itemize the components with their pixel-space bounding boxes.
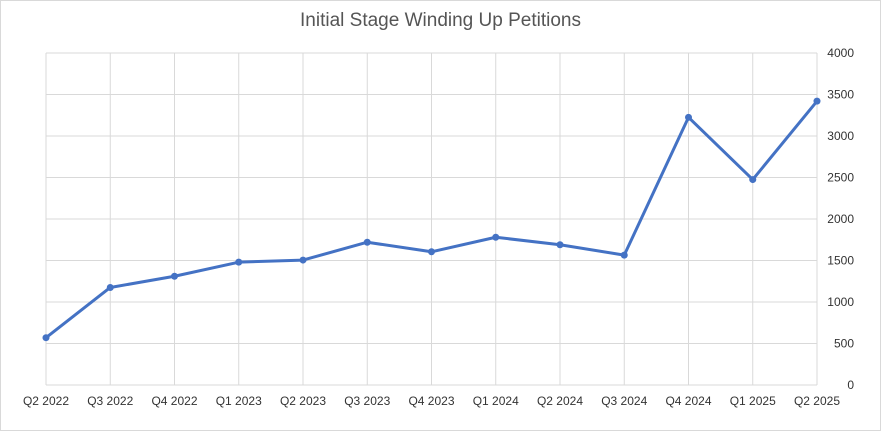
y-tick-label: 2000 (827, 212, 854, 226)
x-tick-label: Q2 2025 (794, 394, 840, 408)
y-axis-tick-labels: 0 500 1000 1500 2000 2500 3000 3500 4000 (827, 46, 854, 392)
data-point (171, 272, 178, 280)
data-point (235, 258, 243, 266)
data-point (556, 241, 564, 249)
x-tick-label: Q1 2025 (730, 394, 776, 408)
data-point (620, 251, 628, 259)
y-tick-label: 1000 (827, 295, 854, 309)
x-tick-label: Q1 2024 (473, 394, 519, 408)
data-series (42, 97, 821, 342)
data-point (363, 238, 371, 246)
x-tick-label: Q1 2023 (216, 394, 262, 408)
data-point (813, 97, 821, 105)
data-point (685, 113, 692, 121)
chart-title: Initial Stage Winding Up Petitions (300, 10, 581, 31)
x-tick-label: Q4 2024 (665, 394, 711, 408)
y-tick-label: 500 (834, 337, 854, 351)
data-point (42, 334, 50, 342)
data-point (492, 233, 500, 241)
data-point (299, 256, 307, 264)
y-tick-label: 4000 (827, 46, 854, 60)
x-tick-label: Q2 2024 (537, 394, 583, 408)
data-point (749, 176, 757, 184)
x-tick-label: Q4 2022 (151, 394, 197, 408)
y-tick-label: 1500 (827, 254, 854, 268)
y-tick-label: 3500 (827, 88, 854, 102)
x-tick-label: Q2 2022 (23, 394, 69, 408)
x-tick-label: Q4 2023 (408, 394, 454, 408)
data-point (428, 248, 435, 256)
x-tick-label: Q2 2023 (280, 394, 326, 408)
y-tick-label: 2500 (827, 171, 854, 185)
x-tick-label: Q3 2024 (601, 394, 647, 408)
data-point (106, 283, 114, 291)
x-axis-tick-labels: Q2 2022 Q3 2022 Q4 2022 Q1 2023 Q2 2023 Q3 20… (23, 394, 840, 408)
x-tick-label: Q3 2023 (344, 394, 390, 408)
y-tick-label: 0 (847, 378, 854, 392)
horizontal-gridlines (46, 52, 817, 386)
y-tick-label: 3000 (827, 129, 854, 143)
x-tick-label: Q3 2022 (87, 394, 133, 408)
